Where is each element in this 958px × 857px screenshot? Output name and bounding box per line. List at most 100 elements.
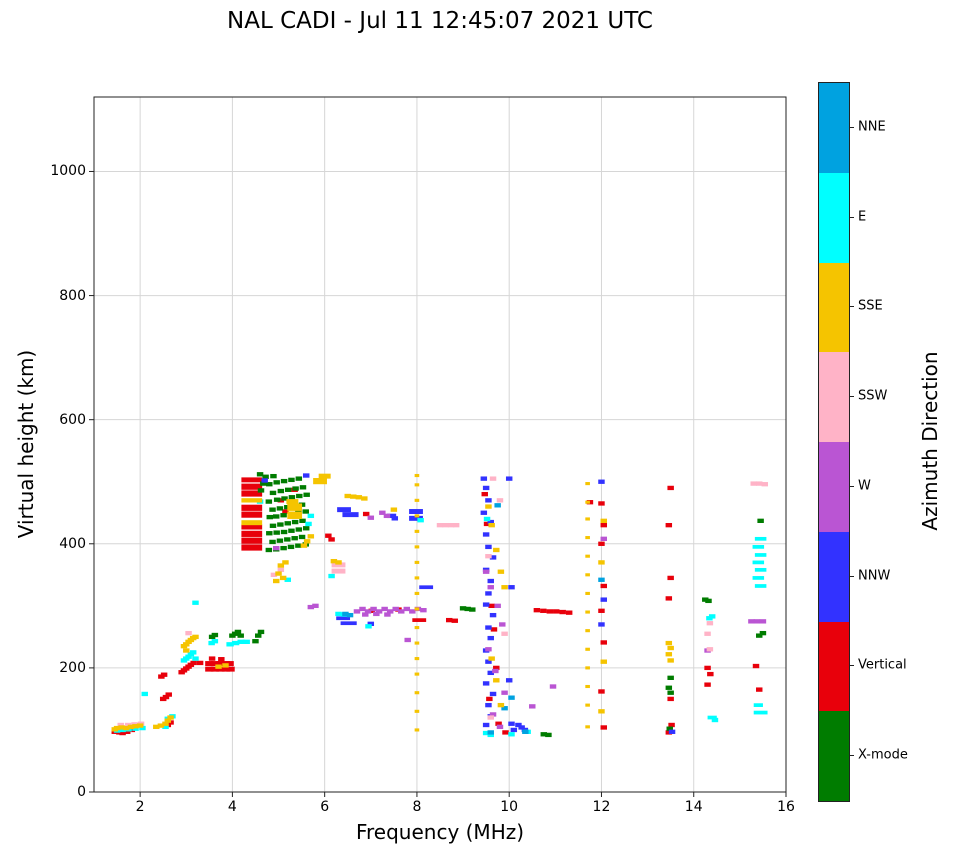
data-point-W (404, 637, 411, 643)
colorbar-label: W (858, 478, 871, 494)
data-point-X-mode (288, 495, 296, 500)
data-point-X-mode (265, 547, 273, 553)
data-point-NNW (409, 509, 423, 514)
data-point-X-mode (299, 518, 306, 523)
data-point-Vertical (241, 544, 263, 551)
data-point-X-mode (469, 607, 476, 612)
data-point-NNW (598, 622, 605, 627)
data-point-SSE (585, 500, 590, 504)
data-point-SSE (111, 727, 118, 732)
data-point-X-mode (269, 507, 276, 512)
data-point-Vertical (123, 729, 131, 734)
data-point-Vertical (241, 511, 263, 518)
data-point-Vertical (598, 541, 605, 546)
data-point-SSE (585, 725, 590, 729)
data-point-W (403, 606, 411, 612)
data-point-Vertical (241, 524, 263, 530)
data-point-SSW (447, 522, 455, 528)
data-point-X-mode (665, 685, 673, 690)
data-point-X-mode (280, 545, 287, 551)
data-point-Vertical (483, 521, 491, 527)
colorbar-tick (849, 575, 854, 577)
data-point-W (373, 611, 380, 617)
data-point-SSE (585, 517, 590, 521)
data-point-W (492, 668, 499, 674)
data-point-NNW (515, 722, 522, 728)
data-point-NNW (419, 585, 434, 590)
colorbar-segment-W (819, 442, 849, 532)
data-point-E (242, 639, 250, 645)
data-point-SSE (167, 715, 174, 720)
data-point-Vertical (665, 596, 673, 601)
colorbar-tick (849, 306, 854, 308)
data-point-SSE (287, 511, 303, 519)
colorbar-title: Azimuth Direction (918, 351, 942, 531)
data-point-Vertical (218, 657, 225, 662)
data-point-W (353, 609, 361, 614)
data-point-W (529, 704, 536, 709)
data-point-E (752, 576, 765, 580)
data-point-SSE (414, 728, 420, 732)
data-point-NNW (505, 476, 513, 481)
data-point-E (754, 567, 767, 572)
data-point-E (211, 639, 219, 644)
colorbar-segment-SSE (819, 262, 849, 353)
data-point-SSE (318, 473, 331, 479)
data-point-E (335, 611, 342, 617)
data-point-W (362, 612, 369, 617)
data-point-NNE (522, 729, 529, 734)
data-point-E (487, 732, 494, 738)
data-point-NNW (489, 612, 497, 618)
x-tick-label: 4 (227, 799, 237, 815)
data-point-Vertical (412, 618, 427, 622)
data-point-E (754, 536, 767, 541)
data-point-Vertical (565, 610, 573, 615)
data-point-Vertical (165, 692, 172, 697)
data-point-E (754, 584, 767, 588)
data-point-X-mode (256, 472, 264, 477)
data-point-SSE (488, 522, 495, 528)
data-point-SSW (756, 481, 763, 486)
data-point-Vertical (225, 661, 234, 667)
data-point-SSE (585, 647, 590, 651)
data-point-Vertical (241, 490, 263, 497)
x-tick-label: 16 (777, 799, 795, 815)
data-point-SSE (414, 657, 420, 661)
data-point-X-mode (284, 487, 292, 492)
data-point-NNW (487, 670, 494, 676)
data-point-Vertical (205, 666, 214, 672)
colorbar-segment-SSW (819, 352, 849, 442)
data-point-X-mode (302, 526, 310, 531)
data-point-NNW (510, 727, 518, 733)
data-point-SSE (585, 684, 590, 689)
x-tick-label: 2 (135, 799, 145, 815)
data-point-Vertical (328, 537, 335, 542)
data-point-Vertical (208, 656, 216, 661)
data-point-Vertical (495, 721, 502, 726)
data-point-SSW (436, 522, 444, 528)
data-point-NNW (505, 678, 513, 683)
data-point-SSE (414, 607, 420, 611)
data-point-W (549, 684, 557, 689)
data-point-E (139, 725, 146, 731)
data-point-X-mode (260, 481, 267, 486)
colorbar-tick (849, 216, 854, 218)
data-point-W (386, 609, 394, 614)
data-point-W (409, 609, 416, 614)
data-point-Vertical (226, 666, 235, 672)
colorbar-tick (849, 755, 854, 757)
data-point-SSE (286, 499, 299, 505)
data-point-SSE (153, 724, 160, 730)
data-point-X-mode (277, 522, 284, 527)
data-point-Vertical (486, 696, 493, 702)
data-point-Vertical (362, 511, 370, 517)
data-point-SSE (118, 725, 125, 730)
data-point-SSE (272, 578, 280, 584)
data-point-SSE (313, 478, 327, 485)
data-point-X-mode (295, 476, 303, 481)
data-point-X-mode (257, 488, 265, 493)
data-point-X-mode (273, 480, 280, 485)
data-point-Vertical (600, 583, 608, 589)
colorbar-segment-NNE (819, 83, 849, 173)
data-point-SSE (157, 723, 165, 728)
